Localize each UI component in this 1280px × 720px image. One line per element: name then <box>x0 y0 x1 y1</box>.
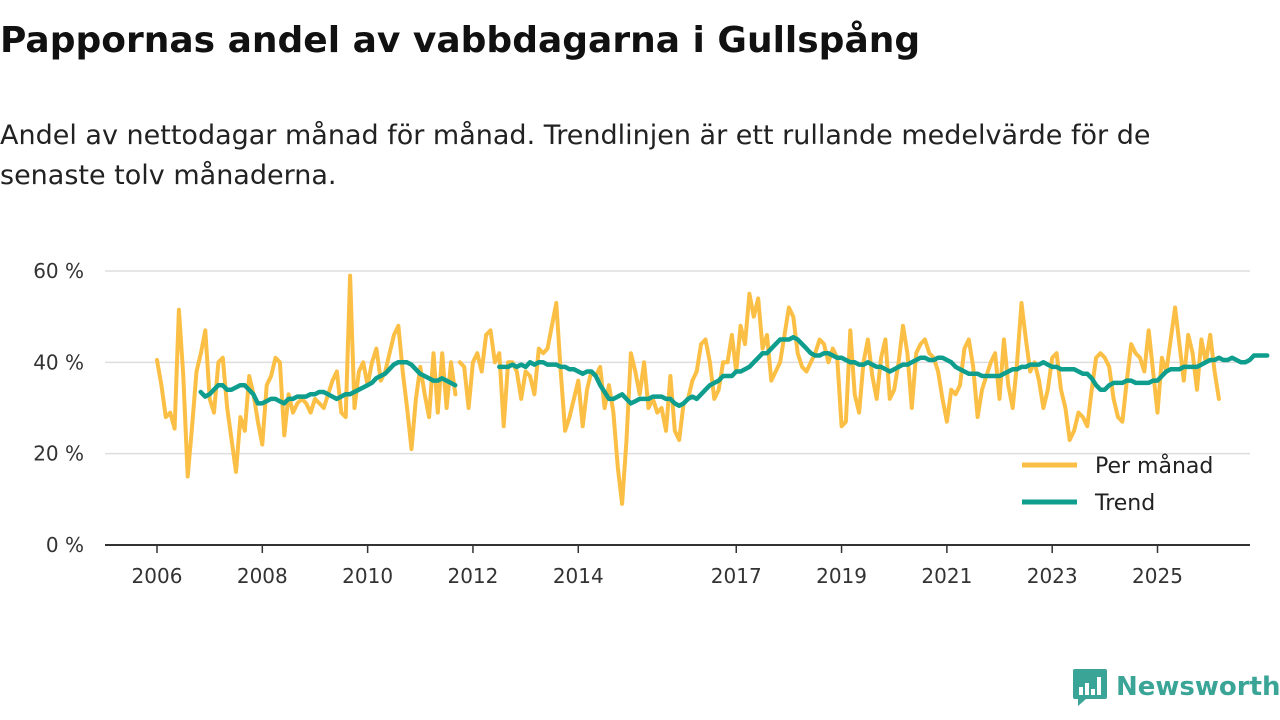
x-axis: 2006 2008 2010 2012 2014 2017 2019 2021 2023 2025 <box>105 544 1250 588</box>
x-tick-label: 2021 <box>921 564 972 588</box>
y-tick-label: 20 % <box>33 442 84 466</box>
grid-lines <box>105 270 1250 455</box>
x-tick-label: 2025 <box>1132 564 1183 588</box>
chart-subtitle: Andel av nettodagar månad för månad. Tre… <box>0 120 1151 191</box>
x-tick-label: 2012 <box>447 564 498 588</box>
x-tick-label: 2008 <box>237 564 288 588</box>
y-tick-label: 0 % <box>46 533 84 557</box>
line-chart: 0 % 20 % 40 % 60 % 2006 2008 2010 2012 2014 2017… <box>33 259 1270 588</box>
series-line-trend <box>497 334 1270 408</box>
series-line-trend <box>198 360 458 406</box>
x-tick-label: 2014 <box>553 564 604 588</box>
series-line-per-month <box>155 273 458 479</box>
x-tick-label: 2019 <box>816 564 867 588</box>
series-lines <box>155 273 1270 506</box>
series-line-per-month <box>457 291 1221 506</box>
y-tick-label: 60 % <box>33 259 84 283</box>
legend: Per månad Trend <box>1022 453 1213 516</box>
x-tick-label: 2017 <box>711 564 762 588</box>
y-axis: 0 % 20 % 40 % 60 % <box>33 259 84 557</box>
brand: Newsworthy <box>1072 666 1280 708</box>
legend-label-trend: Trend <box>1094 491 1155 516</box>
x-tick-label: 2023 <box>1027 564 1078 588</box>
chart-title: Pappornas andel av vabbdagarna i Gullspå… <box>0 20 921 61</box>
y-tick-label: 40 % <box>33 350 84 374</box>
x-tick-label: 2006 <box>132 564 183 588</box>
newsworthy-logo-icon <box>1073 669 1107 706</box>
legend-label-per-month: Per månad <box>1095 453 1213 479</box>
brand-name: Newsworthy <box>1116 672 1280 702</box>
x-tick-label: 2010 <box>342 564 393 588</box>
